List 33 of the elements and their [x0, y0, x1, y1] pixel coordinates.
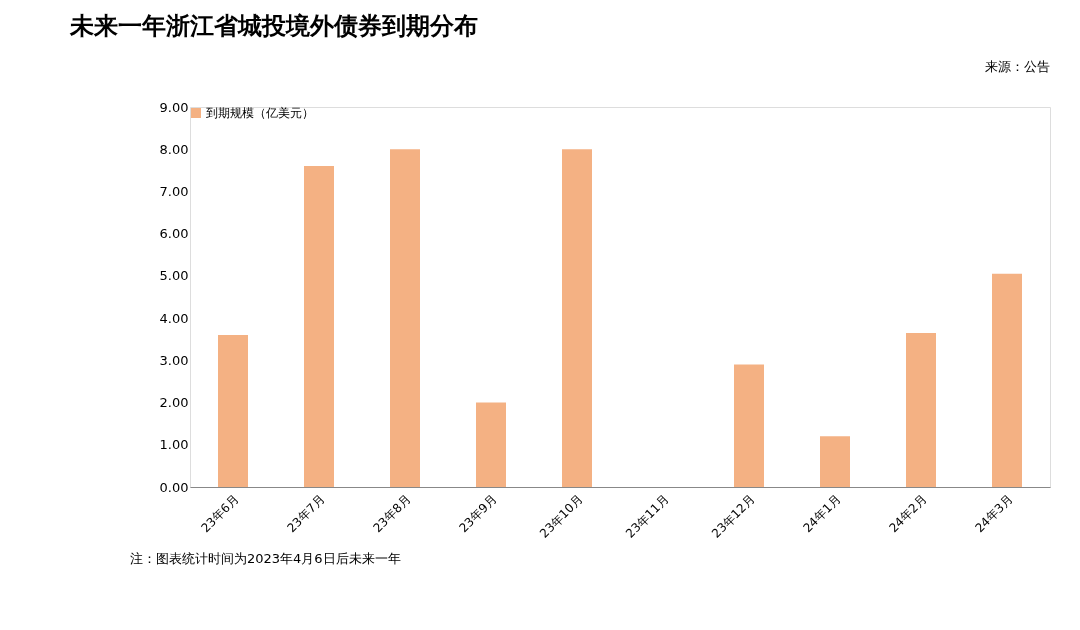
x-tick-label: 24年3月	[972, 492, 1016, 536]
text: 注：图表统计时间为2023年4月6日后未来一年	[130, 551, 401, 566]
bar	[390, 149, 420, 487]
y-tick-label: 6.00	[159, 226, 189, 242]
x-tick-label: 23年6月	[198, 492, 242, 536]
bar	[734, 364, 764, 487]
y-tick-label: 7.00	[159, 183, 189, 199]
x-tick-label: 24年2月	[886, 492, 930, 536]
bar	[218, 335, 248, 487]
x-tick-label: 23年8月	[370, 492, 414, 536]
x-tick-label: 23年9月	[456, 492, 500, 536]
bar	[906, 332, 936, 487]
bar	[304, 166, 334, 487]
bar	[476, 402, 506, 487]
bar	[820, 436, 850, 487]
chart-title: 未来一年浙江省城投境外债券到期分布	[69, 12, 478, 40]
y-tick-label: 4.00	[159, 310, 189, 326]
y-tick-label: 0.00	[159, 479, 189, 495]
y-tick-label: 9.00	[159, 99, 189, 115]
y-tick-label: 1.00	[159, 437, 189, 453]
source-note: 来源：公告	[985, 59, 1050, 74]
x-tick-label: 23年12月	[709, 492, 758, 541]
x-tick-label: 23年10月	[537, 492, 586, 541]
x-tick-label: 23年7月	[284, 492, 328, 536]
bar	[562, 149, 592, 487]
y-tick-label: 8.00	[159, 141, 189, 157]
bar	[992, 273, 1022, 487]
x-tick-label: 24年1月	[800, 492, 844, 536]
y-tick-label: 2.00	[159, 395, 189, 411]
x-tick-label: 23年11月	[623, 492, 672, 541]
y-tick-label: 5.00	[159, 268, 189, 284]
y-tick-label: 3.00	[159, 352, 189, 368]
legend-label: 到期规模（亿美元）	[206, 106, 314, 120]
